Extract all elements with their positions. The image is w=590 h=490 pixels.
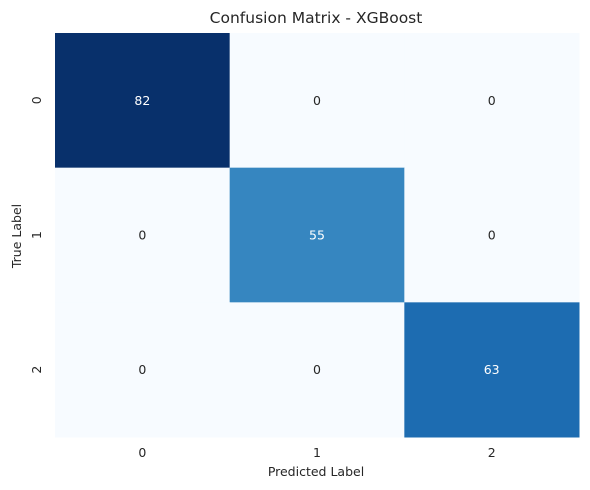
x-tick-labels: 0 1 2 (138, 445, 495, 460)
cell-value-label: 0 (138, 362, 146, 377)
cell-value-label: 55 (309, 228, 325, 243)
heatmap-cell (404, 167, 580, 303)
heatmap-cell (229, 302, 405, 438)
x-tick-label: 2 (488, 445, 496, 460)
y-tick-label: 1 (29, 231, 44, 239)
cell-value-label: 0 (313, 362, 321, 377)
cell-value-label: 0 (313, 93, 321, 108)
heatmap-cell (404, 302, 580, 438)
x-axis-label: Predicted Label (268, 464, 364, 479)
heatmap-cell (229, 167, 405, 303)
heatmap-cells: 82 0 0 0 55 0 0 0 63 (55, 33, 580, 438)
cell-value-label: 0 (488, 93, 496, 108)
heatmap-cell (55, 302, 231, 438)
y-tick-label: 2 (29, 366, 44, 374)
cell-value-label: 0 (138, 228, 146, 243)
y-axis-label: True Label (9, 204, 24, 269)
heatmap-cell (404, 33, 580, 169)
cell-value-label: 82 (134, 93, 150, 108)
cell-value-label: 63 (484, 362, 500, 377)
y-tick-labels: 0 1 2 (29, 96, 44, 373)
y-tick-label: 0 (29, 96, 44, 104)
heatmap-cell (55, 167, 231, 303)
x-tick-label: 0 (138, 445, 146, 460)
chart-title: Confusion Matrix - XGBoost (210, 9, 423, 27)
cell-value-label: 0 (488, 228, 496, 243)
heatmap-cell (229, 33, 405, 169)
heatmap-cell (55, 33, 231, 169)
x-tick-label: 1 (313, 445, 321, 460)
